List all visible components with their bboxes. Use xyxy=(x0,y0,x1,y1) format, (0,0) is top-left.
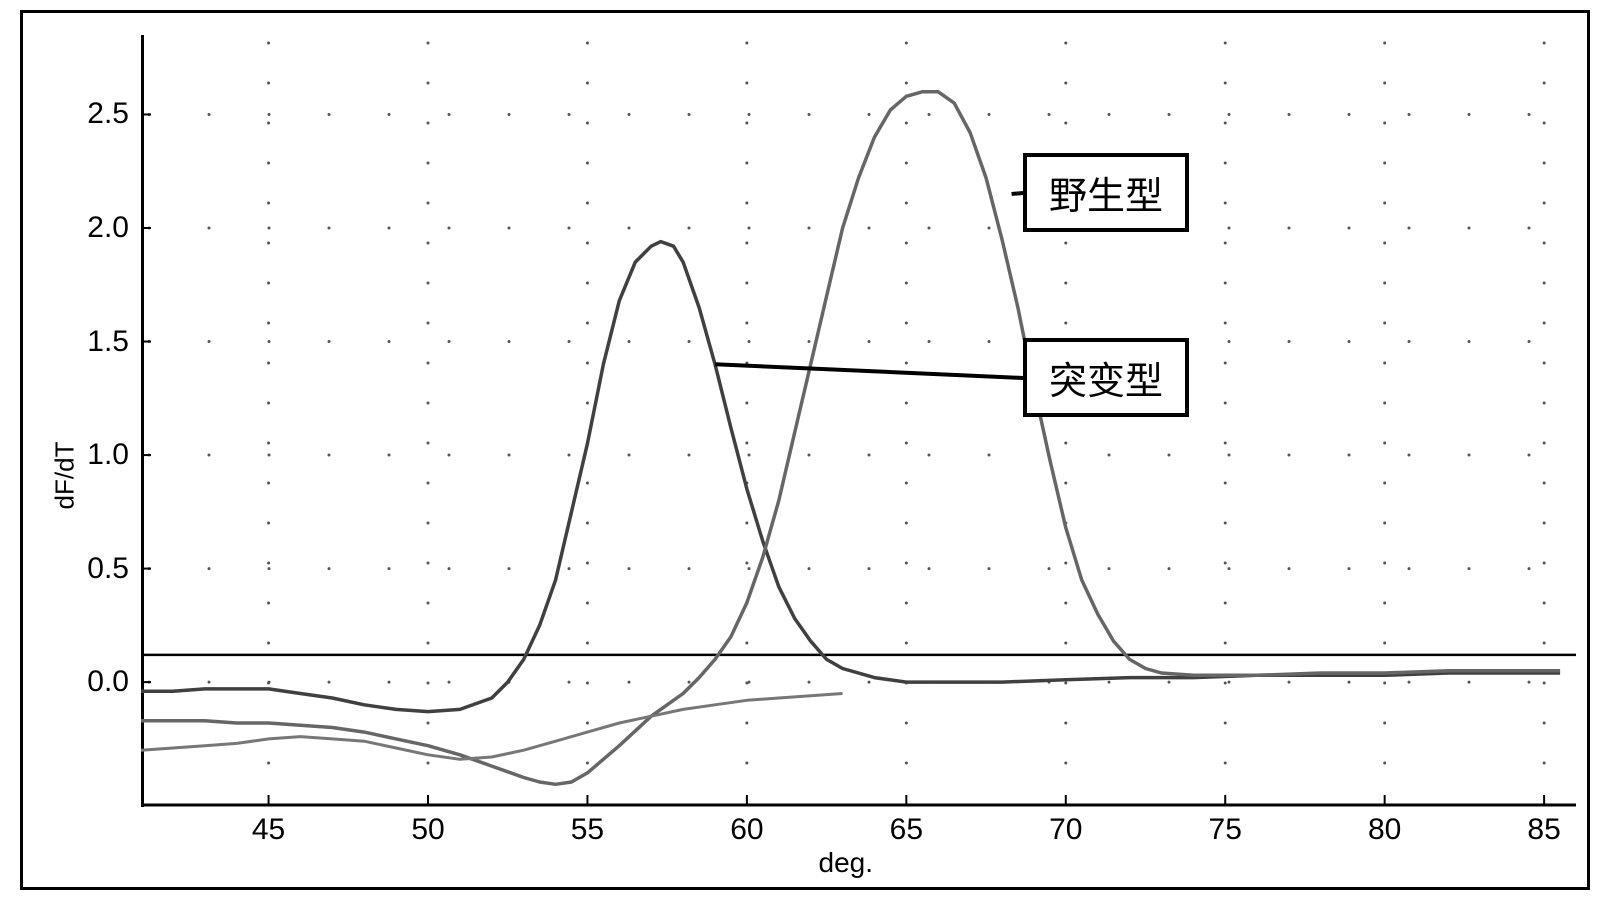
chart-frame: 0.00.51.01.52.02.5 455055606570758085 dF… xyxy=(20,10,1590,890)
callout-lines xyxy=(23,13,1587,887)
